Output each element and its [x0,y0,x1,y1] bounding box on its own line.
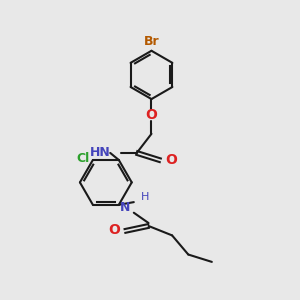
Text: H: H [141,192,149,202]
Text: HN: HN [89,146,110,159]
Text: O: O [146,108,158,122]
Text: O: O [166,153,178,167]
Text: Br: Br [144,35,159,48]
Text: N: N [120,201,130,214]
Text: Cl: Cl [76,152,89,165]
Text: O: O [108,224,120,237]
